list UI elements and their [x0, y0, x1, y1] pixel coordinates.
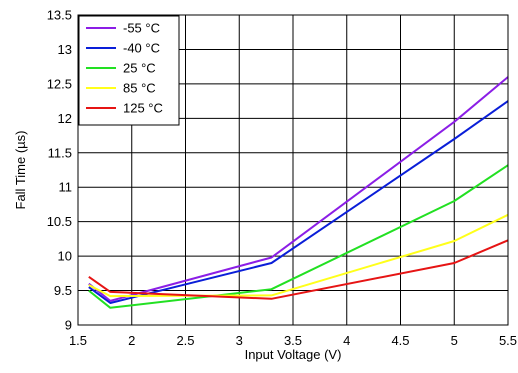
y-tick-label: 11.5 [48, 145, 72, 160]
y-tick-label: 12.5 [47, 76, 72, 91]
series-line-0 [88, 76, 509, 302]
x-tick-label: 3.5 [284, 333, 302, 348]
x-tick-labels: 1.5 2 2.5 3 3.5 4 4.5 5 5.5 [69, 333, 517, 348]
legend-label-4: 125 °C [123, 101, 163, 116]
plot-frame [77, 14, 509, 326]
y-tick-label: 9 [65, 318, 72, 333]
y-tick-label: 10.5 [47, 214, 72, 229]
x-tick-label: 1.5 [69, 333, 87, 348]
series-line-2 [88, 164, 509, 309]
x-tick-label: 4.5 [391, 333, 409, 348]
y-tick-label: 13.5 [47, 8, 72, 23]
y-tick-label: 12 [58, 111, 72, 126]
legend: -55 °C -40 °C 25 °C 85 °C 125 °C [78, 15, 180, 126]
legend-label-2: 25 °C [123, 61, 156, 76]
y-tick-labels: 9 9.5 10 10.5 11 11.5 12 12.5 13 13.5 [47, 8, 72, 333]
series-line-3 [88, 213, 509, 298]
series-line-1 [88, 100, 509, 304]
y-tick-label: 11 [59, 180, 73, 195]
y-tick-label: 9.5 [54, 283, 72, 298]
series-line-4 [88, 239, 509, 300]
x-axis-title: Input Voltage (V) [245, 347, 342, 362]
legend-box [78, 15, 180, 126]
legend-label-3: 85 °C [123, 81, 156, 96]
y-tick-label: 13 [58, 42, 72, 57]
x-tick-label: 2.5 [176, 333, 194, 348]
x-tick-label: 2 [128, 333, 135, 348]
series-lines [88, 76, 509, 309]
legend-label-0: -55 °C [123, 21, 160, 36]
x-tick-label: 5.5 [499, 333, 517, 348]
x-tick-label: 5 [451, 333, 458, 348]
legend-label-1: -40 °C [123, 41, 160, 56]
x-tick-label: 4 [343, 333, 350, 348]
x-tick-label: 3 [236, 333, 243, 348]
y-tick-label: 10 [58, 249, 72, 264]
y-axis-title: Fall Time (µs) [13, 131, 28, 210]
